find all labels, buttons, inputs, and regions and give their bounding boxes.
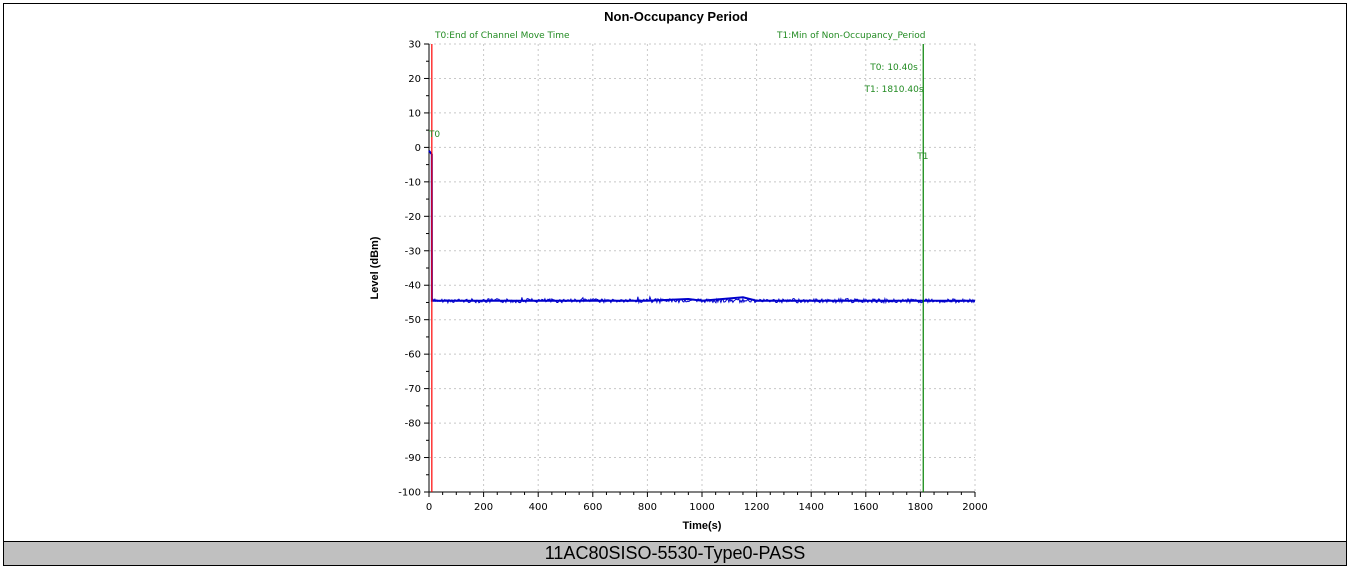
y-tick-label: -50: [405, 315, 421, 326]
report-frame: [3, 3, 1347, 566]
y-tick-label: -40: [405, 281, 421, 292]
grid-lines: [429, 43, 976, 492]
series-line: [428, 150, 975, 302]
y-tick-label: 20: [408, 74, 421, 85]
caption-bar: 11AC80SISO-5530-Type0-PASS: [4, 542, 1346, 565]
x-tick-label: 1200: [744, 502, 769, 513]
t0-marker-label: T0: [428, 130, 440, 140]
t0-value-text: T0: 10.40s: [869, 63, 918, 73]
x-tick-label: 200: [474, 502, 493, 513]
y-axis-title: Level (dBm): [369, 236, 381, 299]
x-tick-label: 1400: [798, 502, 823, 513]
caption-text: 11AC80SISO-5530-Type0-PASS: [544, 543, 806, 563]
t1-value-text: T1: 1810.40s: [863, 85, 923, 95]
x-tick-label: 400: [529, 502, 548, 513]
x-tick-label: 1600: [853, 502, 878, 513]
t0-legend: T0:End of Channel Move Time: [434, 31, 570, 41]
x-tick-label: 1000: [689, 502, 714, 513]
series-noise: [431, 295, 976, 305]
y-tick-label: -80: [405, 419, 421, 430]
x-tick-label: 0: [426, 502, 432, 513]
y-tick-label: 0: [415, 143, 421, 154]
y-axis-ticks: 30 20 10 0 -10 -20 -30 -40 -50 -60 -70 -80 -90 -100: [398, 40, 429, 499]
t1-legend: T1:Min of Non-Occupancy_Period: [776, 31, 926, 41]
y-tick-label: -90: [405, 453, 421, 464]
x-tick-label: 1800: [908, 502, 933, 513]
series-group: [428, 150, 976, 305]
marker-group: T0 T0: 10.40s T1 T1: 1810.40s: [428, 44, 928, 492]
y-tick-label: 10: [408, 108, 421, 119]
x-axis-title: Time(s): [683, 520, 722, 532]
chart-title: Non-Occupancy Period: [604, 9, 748, 24]
x-axis-ticks: 0 200 400 600 800 1000 1200 1400 1600 1800 2000: [426, 492, 988, 513]
y-tick-label: -60: [405, 350, 421, 361]
y-tick-label: -100: [398, 488, 421, 499]
x-tick-label: 2000: [962, 502, 987, 513]
non-occupancy-chart: Non-Occupancy Period T0:End of Channel M…: [369, 9, 988, 532]
x-tick-label: 600: [583, 502, 602, 513]
y-tick-label: -20: [405, 212, 421, 223]
y-tick-label: -10: [405, 177, 421, 188]
caption-divider: [3, 541, 1347, 542]
y-tick-label: -30: [405, 246, 421, 257]
x-tick-label: 800: [638, 502, 657, 513]
t1-marker-label: T1: [916, 152, 928, 162]
y-tick-label: -70: [405, 384, 421, 395]
y-tick-label: 30: [408, 40, 421, 51]
